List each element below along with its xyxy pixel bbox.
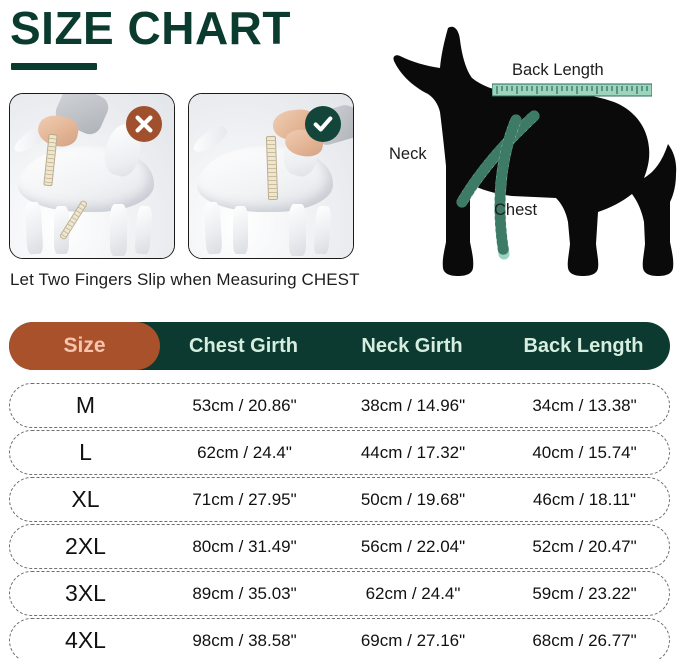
cell-size: 4XL (65, 627, 106, 653)
cell-chest: 71cm / 27.95" (192, 489, 297, 509)
cell-back: 59cm / 23.22" (532, 583, 637, 603)
check-badge (305, 106, 341, 142)
neck-tape (456, 110, 540, 208)
dog-silhouette (393, 26, 677, 277)
cell-size: 3XL (65, 580, 106, 606)
cell-neck: 38cm / 14.96" (360, 395, 466, 415)
cell-size: 2XL (65, 533, 106, 559)
label-back-length: Back Length (512, 61, 604, 79)
column-header-back-length: Back Length (523, 334, 644, 357)
label-chest: Chest (494, 201, 538, 219)
close-icon (135, 115, 153, 133)
column-header-neck-girth: Neck Girth (361, 334, 463, 357)
table-row: XL 71cm / 27.95" 50cm / 19.68" 46cm / 18… (9, 477, 670, 522)
mannequin-leg (203, 201, 223, 255)
cell-back: 68cm / 26.77" (532, 630, 637, 650)
photo-incorrect-measuring (9, 93, 175, 259)
cell-size: XL (71, 486, 100, 512)
table-header-row: Size Chest Girth Neck Girth Back Length (9, 322, 670, 370)
mannequin-leg (24, 201, 44, 255)
title-underline (11, 63, 97, 70)
cell-neck: 44cm / 17.32" (360, 442, 466, 462)
table-row: L 62cm / 24.4" 44cm / 17.32" 40cm / 15.7… (9, 430, 670, 475)
cell-back: 46cm / 18.11" (532, 489, 637, 509)
mannequin-leg (233, 206, 248, 254)
cell-back: 34cm / 13.38" (532, 395, 637, 415)
cell-chest: 80cm / 31.49" (192, 536, 297, 556)
table-row: 4XL 98cm / 38.58" 69cm / 27.16" 68cm / 2… (9, 618, 670, 659)
mannequin-leg (110, 204, 127, 256)
mannequin-leg (289, 204, 306, 256)
table-row: 2XL 80cm / 31.49" 56cm / 22.04" 52cm / 2… (9, 524, 670, 569)
column-header-size: Size (9, 322, 160, 370)
cell-neck: 62cm / 24.4" (365, 583, 461, 603)
check-icon (313, 116, 333, 132)
cell-neck: 56cm / 22.04" (360, 536, 466, 556)
cell-back: 52cm / 20.47" (532, 536, 637, 556)
cell-size: M (75, 392, 96, 418)
cross-badge (126, 106, 162, 142)
cell-neck: 50cm / 19.68" (360, 489, 466, 509)
cell-neck: 69cm / 27.16" (360, 630, 466, 650)
cell-chest: 89cm / 35.03" (192, 583, 297, 603)
cell-size: L (79, 439, 92, 465)
label-neck: Neck (389, 145, 427, 163)
chest-tape (494, 114, 522, 260)
table-row: M 53cm / 20.86" 38cm / 14.96" 34cm / 13.… (9, 383, 670, 428)
cell-back: 40cm / 15.74" (532, 442, 637, 462)
back-length-tape (492, 83, 652, 97)
dog-measurement-diagram: Back Length Neck Chest (386, 16, 678, 292)
photo-correct-measuring (188, 93, 354, 259)
cell-chest: 62cm / 24.4" (197, 442, 292, 462)
page-title: SIZE CHART (10, 2, 291, 54)
cell-chest: 98cm / 38.58" (192, 630, 297, 650)
cell-chest: 53cm / 20.86" (192, 395, 297, 415)
table-row: 3XL 89cm / 35.03" 62cm / 24.4" 59cm / 23… (9, 571, 670, 616)
photos-caption: Let Two Fingers Slip when Measuring CHES… (10, 270, 360, 289)
column-header-chest-girth: Chest Girth (189, 334, 298, 357)
